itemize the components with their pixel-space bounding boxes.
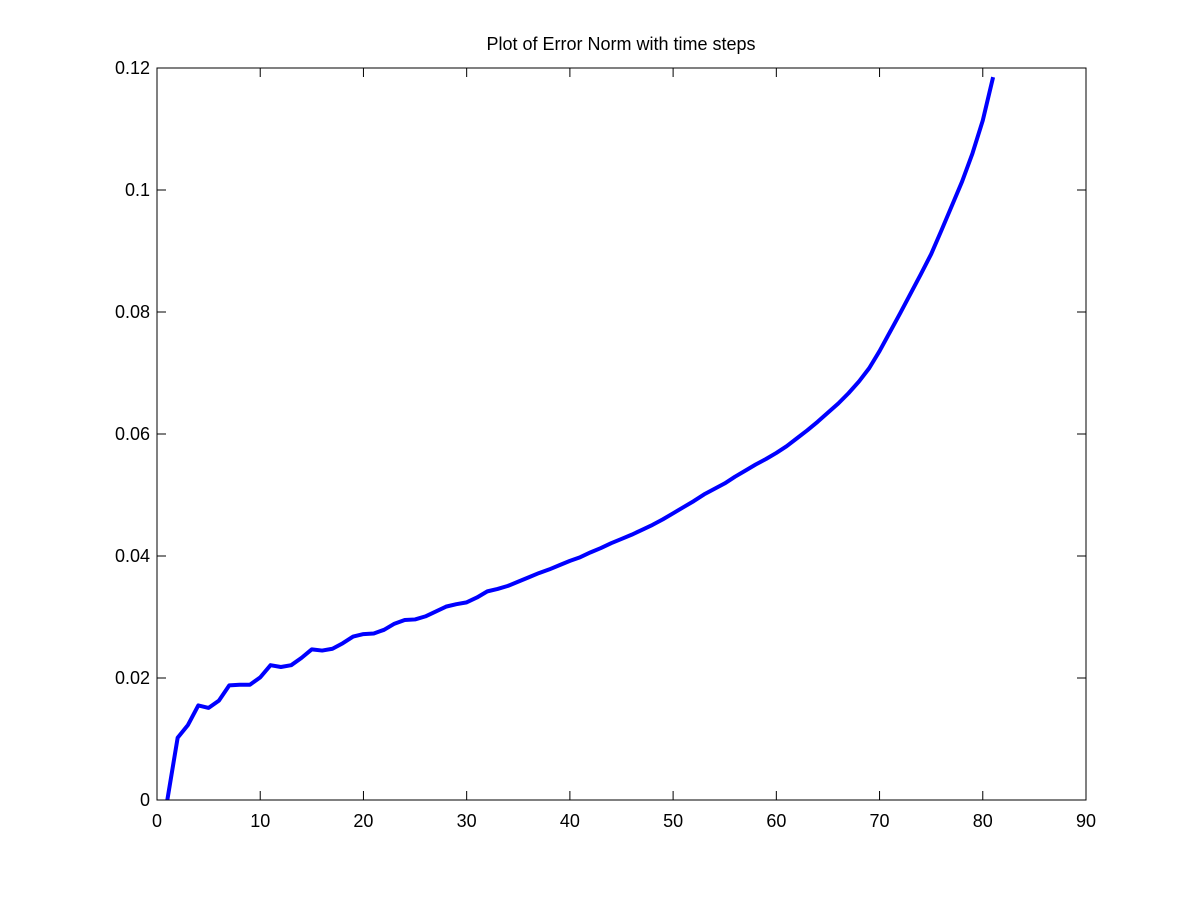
x-tick-label: 10 bbox=[250, 811, 270, 831]
x-tick-label: 0 bbox=[152, 811, 162, 831]
x-tick-label: 80 bbox=[973, 811, 993, 831]
x-tick-label: 40 bbox=[560, 811, 580, 831]
y-tick-label: 0.06 bbox=[115, 424, 150, 444]
ticks-layer bbox=[156, 67, 1087, 801]
y-tick-label: 0.08 bbox=[115, 302, 150, 322]
chart-title: Plot of Error Norm with time steps bbox=[486, 34, 755, 54]
x-tick-label: 70 bbox=[870, 811, 890, 831]
x-tick-label: 20 bbox=[353, 811, 373, 831]
series-layer bbox=[165, 76, 996, 801]
axes-background bbox=[157, 68, 1086, 800]
y-tick-label: 0 bbox=[140, 790, 150, 810]
y-tick-label: 0.04 bbox=[115, 546, 150, 566]
y-tick-label: 0.1 bbox=[125, 180, 150, 200]
y-tick-label: 0.12 bbox=[115, 58, 150, 78]
x-tick-label: 50 bbox=[663, 811, 683, 831]
series-line bbox=[165, 76, 996, 801]
y-tick-label: 0.02 bbox=[115, 668, 150, 688]
x-tick-label: 90 bbox=[1076, 811, 1096, 831]
axes-frame bbox=[156, 67, 1087, 801]
x-tick-label: 60 bbox=[766, 811, 786, 831]
labels-layer: 0 10 20 30 40 50 60 70 80 90 0 0.02 0.04 0.06 0.08 0.1 0… bbox=[115, 58, 1096, 831]
x-tick-label: 30 bbox=[457, 811, 477, 831]
